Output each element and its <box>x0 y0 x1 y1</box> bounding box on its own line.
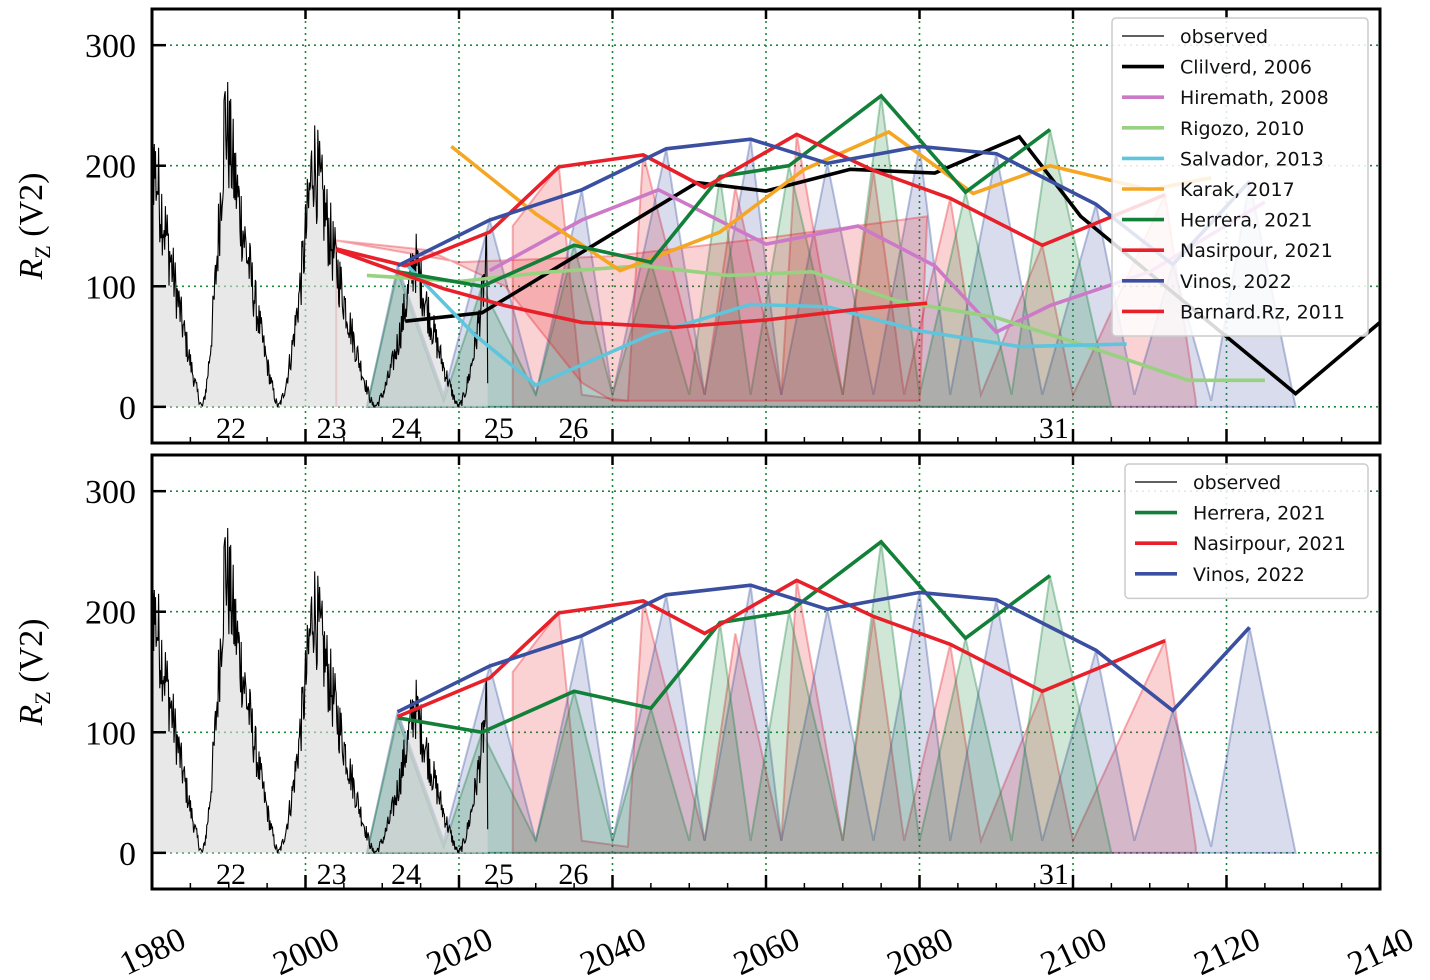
chart-panel-bottom: 0 100 200 300 22 23 24 25 26 31 RZ (V2) observed Her… <box>13 453 1382 891</box>
legend-label-observed: observed <box>1180 26 1268 48</box>
legend-label-herrera-2021: Herrera, 2021 <box>1180 210 1312 232</box>
legend-label-observed: observed <box>1193 472 1281 494</box>
legend-label-vinos-2022: Vinos, 2022 <box>1193 564 1305 586</box>
y-tick-label: 200 <box>85 595 136 632</box>
cycle-label-25: 25 <box>484 412 514 445</box>
x-tick-label: 2100 <box>1035 921 1112 980</box>
series-line-nasirpour-2021 <box>335 132 1166 268</box>
series-line-observed <box>152 527 489 854</box>
plot-area <box>152 455 1380 889</box>
cycle-label-24: 24 <box>391 858 421 891</box>
cycle-shading-3 <box>335 215 929 407</box>
x-tick-label: 1980 <box>114 921 191 980</box>
cycle-shading-2 <box>365 541 1113 854</box>
legend-label-nasirpour-2021: Nasirpour, 2021 <box>1193 533 1346 555</box>
legend-box <box>1124 463 1369 600</box>
cycle-label-26: 26 <box>558 858 588 891</box>
x-tick-label: 2080 <box>882 921 959 980</box>
y-axis-label: RZ (V2) <box>13 173 55 281</box>
chart-panel-top: 0 100 200 300 22 23 24 25 26 31 RZ (V2) observed Cli… <box>13 7 1382 445</box>
y-axis-label: RZ (V2) <box>13 619 55 727</box>
plot-area <box>152 9 1380 443</box>
legend: observed Herrera, 2021 Nasirpour, 2021 Vino… <box>1124 463 1369 600</box>
legend-label-clilverd-2006: Clilverd, 2006 <box>1180 57 1312 79</box>
cycle-label-26: 26 <box>558 412 588 445</box>
legend-label-rigozo-2010: Rigozo, 2010 <box>1180 118 1304 140</box>
y-tick-label: 0 <box>119 390 136 427</box>
cycle-label-31: 31 <box>1039 858 1069 891</box>
x-tick-label: 2060 <box>728 921 805 980</box>
cycle-label-25: 25 <box>484 858 514 891</box>
y-tick-label: 0 <box>119 836 136 873</box>
cycle-label-31: 31 <box>1039 412 1069 445</box>
cycle-shading-1 <box>365 585 1297 854</box>
legend-box <box>1111 17 1369 337</box>
legend-label-barnard-rz-2011: Barnard.Rz, 2011 <box>1180 301 1345 323</box>
legend-label-nasirpour-2021: Nasirpour, 2021 <box>1180 240 1333 262</box>
y-tick-label: 100 <box>85 715 136 752</box>
x-tick-label: 2020 <box>421 921 498 980</box>
x-tick-label: 2000 <box>268 921 345 980</box>
cycle-label-23: 23 <box>317 412 347 445</box>
series-line-hiremath-2008 <box>488 187 1266 335</box>
legend-label-salvador-2013: Salvador, 2013 <box>1180 148 1324 170</box>
y-tick-label: 300 <box>85 28 136 65</box>
series-line-barnard-rz-2011 <box>335 248 928 330</box>
series-line-karak-2017 <box>450 129 1212 273</box>
series-line-salvador-2013 <box>404 262 1127 388</box>
cycle-shading-0 <box>511 580 1197 854</box>
series-line-observed <box>152 81 489 408</box>
series-line-nasirpour-2021 <box>396 578 1166 719</box>
cycle-label-23: 23 <box>317 858 347 891</box>
x-tick-label: 2120 <box>1189 921 1266 980</box>
series-line-vinos-2022 <box>396 583 1251 714</box>
y-tick-label: 100 <box>85 269 136 306</box>
y-tick-label: 200 <box>85 149 136 186</box>
legend-label-vinos-2022: Vinos, 2022 <box>1180 271 1292 293</box>
x-tick-label: 2040 <box>575 921 652 980</box>
cycle-shading-2 <box>365 95 1113 408</box>
cycle-label-22: 22 <box>216 412 246 445</box>
legend: observed Clilverd, 2006 Hiremath, 2008 Rigo… <box>1111 17 1369 337</box>
cycle-label-22: 22 <box>216 858 246 891</box>
legend-label-hiremath-2008: Hiremath, 2008 <box>1180 87 1329 109</box>
y-tick-label: 300 <box>85 474 136 511</box>
x-tick-label: 2140 <box>1342 921 1419 980</box>
legend-label-karak-2017: Karak, 2017 <box>1180 179 1295 201</box>
legend-label-herrera-2021: Herrera, 2021 <box>1193 503 1325 525</box>
series-line-rigozo-2010 <box>366 263 1265 383</box>
cycle-label-24: 24 <box>391 412 421 445</box>
